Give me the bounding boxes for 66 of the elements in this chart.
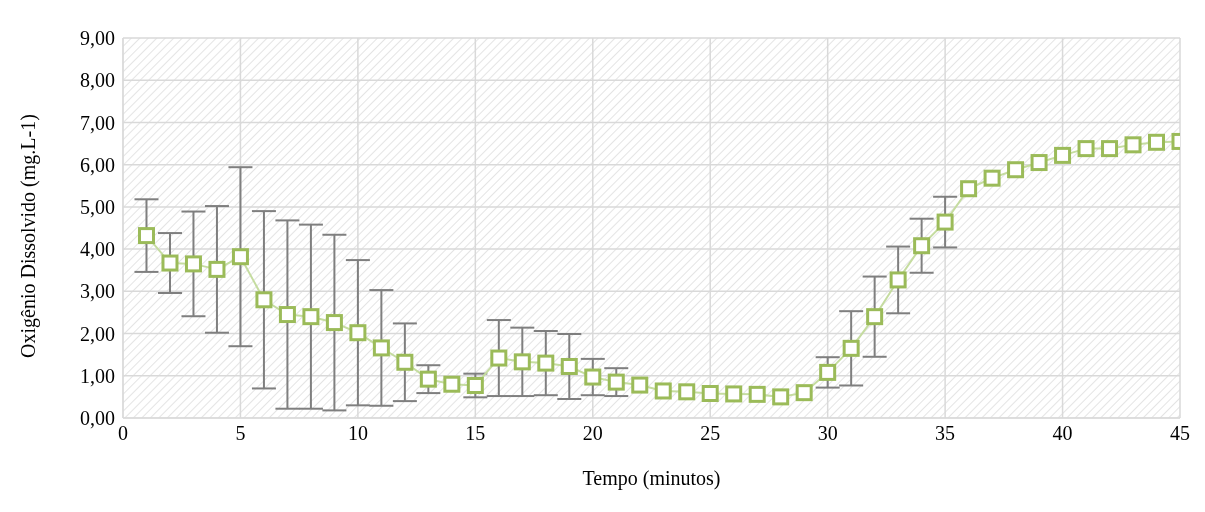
y-tick-label: 0,00	[80, 407, 115, 430]
x-tick-label: 30	[817, 422, 838, 445]
point	[513, 353, 531, 371]
x-tick-label: 10	[347, 422, 368, 445]
point	[960, 180, 978, 198]
point	[607, 373, 625, 391]
point	[419, 370, 437, 388]
y-tick-label: 7,00	[80, 111, 115, 134]
y-tick-label: 3,00	[80, 280, 115, 303]
y-tick-label: 9,00	[80, 27, 115, 50]
point	[466, 376, 484, 394]
x-tick-label: 40	[1052, 422, 1073, 445]
point	[537, 354, 555, 372]
point	[184, 255, 202, 273]
point	[772, 388, 790, 406]
point	[208, 260, 226, 278]
x-axis-title: Tempo (minutos)	[582, 467, 721, 490]
point	[302, 308, 320, 326]
point	[325, 314, 343, 332]
point	[396, 353, 414, 371]
y-tick-label: 4,00	[80, 238, 115, 261]
y-tick-label: 6,00	[80, 153, 115, 176]
point	[231, 248, 249, 266]
point	[372, 339, 390, 357]
point	[443, 375, 461, 393]
point	[560, 357, 578, 375]
point	[748, 385, 766, 403]
point	[278, 306, 296, 324]
point	[913, 237, 931, 255]
point	[889, 271, 907, 289]
point	[936, 213, 954, 231]
point	[725, 385, 743, 403]
point	[1124, 136, 1142, 154]
x-tick-label: 35	[935, 422, 956, 445]
x-tick-label: 20	[582, 422, 603, 445]
point	[1148, 133, 1166, 151]
point	[349, 324, 367, 342]
point	[654, 382, 672, 400]
point	[584, 368, 602, 386]
point	[631, 376, 649, 394]
x-tick-label: 5	[235, 422, 246, 445]
point	[1007, 161, 1025, 179]
x-tick-label: 25	[700, 422, 721, 445]
point	[490, 349, 508, 367]
point	[842, 339, 860, 357]
y-tick-label: 5,00	[80, 195, 115, 218]
point	[255, 291, 273, 309]
y-tick-label: 8,00	[80, 69, 115, 92]
point	[1054, 146, 1072, 164]
point	[795, 384, 813, 402]
point	[678, 383, 696, 401]
y-axis-title: Oxigênio Dissolvido (mg.L-1)	[17, 114, 41, 358]
x-tick-label: 45	[1170, 422, 1190, 445]
x-tick-label: 0	[118, 422, 128, 445]
point	[1101, 140, 1119, 158]
point	[701, 385, 719, 403]
point	[161, 254, 179, 272]
point	[866, 308, 884, 326]
point	[983, 169, 1001, 187]
y-tick-label: 2,00	[80, 322, 115, 345]
point	[1077, 140, 1095, 158]
x-tick-label: 15	[465, 422, 486, 445]
point	[137, 227, 155, 245]
y-tick-label: 1,00	[80, 364, 115, 387]
point	[1030, 154, 1048, 172]
point	[819, 363, 837, 381]
